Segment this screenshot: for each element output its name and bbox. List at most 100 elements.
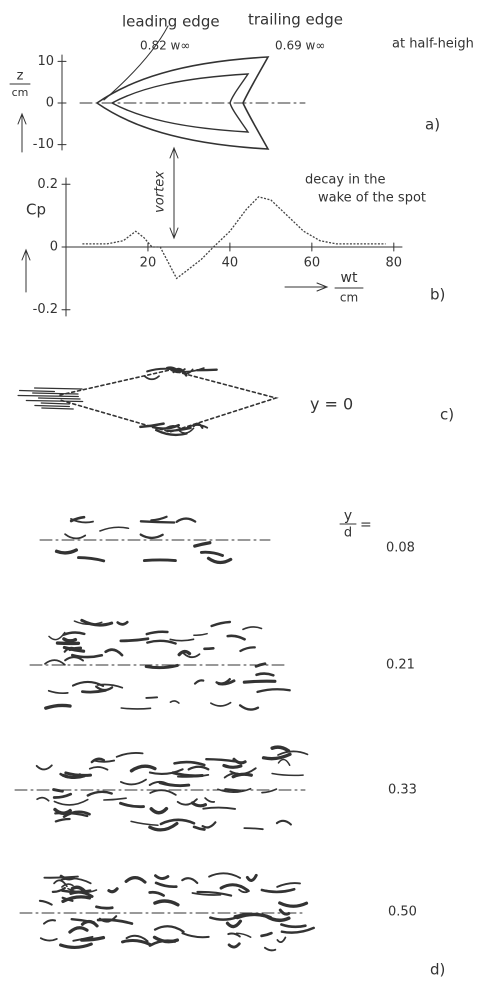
leading-label: leading edge — [122, 13, 220, 31]
streak — [225, 919, 243, 929]
streak — [67, 887, 98, 894]
streak — [227, 942, 241, 949]
streak — [193, 679, 205, 685]
streak — [62, 631, 86, 636]
level-label: 0.33 — [388, 783, 417, 798]
streak — [165, 366, 178, 371]
streak — [178, 427, 195, 434]
streak — [193, 541, 212, 548]
streak — [206, 556, 233, 565]
streak — [149, 806, 169, 815]
streak — [62, 810, 91, 818]
streak — [52, 792, 73, 799]
streak — [154, 874, 170, 880]
streak — [153, 899, 180, 907]
streak — [96, 683, 124, 689]
streak — [64, 533, 87, 540]
streak — [120, 707, 152, 710]
spot-outline — [59, 369, 279, 433]
streak — [62, 637, 78, 643]
streak — [59, 942, 93, 949]
streak — [271, 772, 304, 777]
streak — [90, 757, 106, 764]
streak — [176, 798, 198, 806]
ratio-label: y — [344, 508, 352, 524]
level-label: 0.08 — [386, 541, 415, 556]
spot-outline — [95, 56, 270, 150]
tag: d) — [430, 961, 445, 979]
streak — [64, 656, 84, 662]
streak — [146, 639, 177, 645]
streak — [70, 885, 88, 894]
streak — [72, 935, 94, 942]
x-label: cm — [340, 291, 358, 305]
streak — [25, 399, 84, 403]
streak — [145, 630, 169, 636]
streak — [190, 801, 207, 808]
level-label: y = 0 — [310, 395, 353, 414]
streak — [41, 407, 74, 410]
streak — [95, 905, 114, 910]
streak — [139, 520, 176, 524]
streak — [182, 652, 201, 659]
streak — [224, 788, 242, 793]
streak — [278, 908, 291, 916]
streak — [151, 423, 180, 430]
vortex-label: vortex — [153, 171, 168, 213]
streak — [86, 790, 113, 797]
streak — [239, 646, 256, 653]
streak — [192, 825, 206, 831]
streak — [208, 872, 242, 879]
streak — [261, 788, 278, 794]
streak — [60, 877, 92, 885]
streak — [115, 752, 144, 758]
streak — [116, 620, 129, 626]
streak — [148, 890, 165, 897]
streak — [159, 818, 196, 826]
streak — [217, 787, 252, 793]
streak — [256, 688, 291, 694]
streak — [227, 932, 241, 938]
streak — [92, 759, 116, 763]
streak — [275, 819, 292, 826]
streak — [104, 648, 124, 657]
trailing-label: trailing edge — [248, 11, 343, 29]
streak — [175, 517, 197, 523]
streak — [69, 515, 86, 523]
streak — [17, 394, 79, 398]
streak — [146, 367, 182, 373]
streak — [44, 659, 66, 666]
streak — [187, 765, 210, 771]
arrow — [21, 248, 31, 293]
streak — [150, 515, 168, 522]
streak — [210, 701, 232, 707]
streak — [143, 375, 160, 381]
streak — [173, 760, 206, 767]
streak — [226, 634, 246, 641]
streak — [203, 647, 215, 651]
streak — [40, 402, 71, 405]
streak — [121, 938, 152, 946]
streak — [276, 882, 301, 888]
streak — [99, 526, 130, 532]
streak — [47, 689, 69, 695]
streak — [39, 937, 58, 942]
y-tick-label: -0.2 — [33, 302, 58, 317]
streak — [144, 663, 179, 670]
streak — [191, 892, 222, 896]
height-note: at half-heigh — [392, 37, 474, 52]
streak — [238, 888, 250, 894]
streak — [254, 662, 267, 668]
streak — [263, 946, 277, 952]
streak — [204, 797, 216, 803]
streak — [32, 392, 79, 395]
streak — [61, 895, 92, 904]
streak — [53, 798, 89, 806]
streak — [155, 428, 188, 437]
tag: c) — [440, 406, 454, 424]
streak — [210, 620, 232, 628]
streak — [229, 767, 257, 776]
streak — [139, 533, 164, 540]
streak — [181, 877, 199, 885]
streak — [270, 745, 291, 753]
